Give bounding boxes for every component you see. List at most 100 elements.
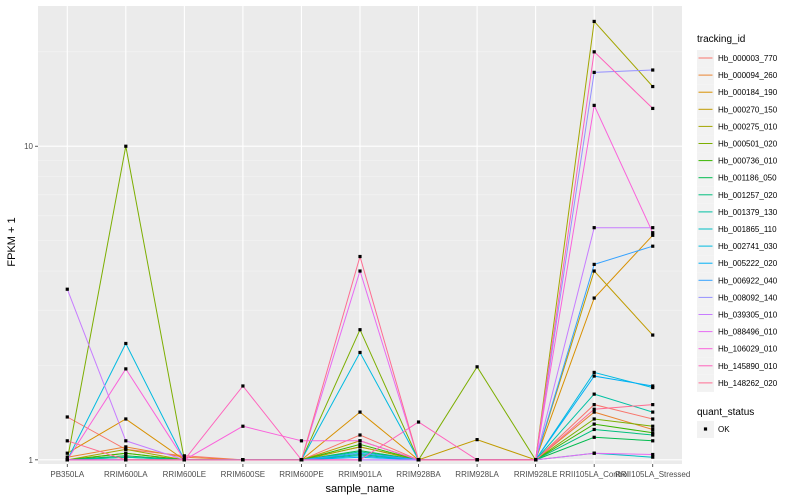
legend-label: Hb_145890_010: [718, 362, 778, 371]
data-point: [358, 410, 362, 414]
legend-label: Hb_002741_030: [718, 242, 778, 251]
data-point: [124, 417, 128, 421]
legend-label: Hb_000736_010: [718, 157, 778, 166]
data-point: [592, 417, 596, 421]
x-tick-label: PB350LA: [50, 470, 84, 479]
x-tick-label: RRIM928LE: [514, 470, 558, 479]
data-point: [651, 403, 655, 407]
legend-label: Hb_088496_010: [718, 328, 778, 337]
data-point: [124, 144, 128, 148]
x-tick-label: RRIM600SE: [221, 470, 265, 479]
data-point: [475, 365, 479, 369]
y-tick-label: 10: [24, 142, 33, 151]
legend-label: Hb_008092_140: [718, 293, 778, 302]
legend-items: Hb_000003_770 Hb_000094_260 Hb_000184_190 H…: [697, 50, 778, 392]
data-point: [651, 431, 655, 435]
data-point: [651, 417, 655, 421]
shape-legend-title: quant_status: [697, 407, 754, 418]
data-point: [65, 451, 69, 455]
data-point: [651, 333, 655, 337]
data-point: [65, 287, 69, 291]
data-point: [651, 68, 655, 72]
data-point: [592, 50, 596, 54]
data-point: [241, 424, 245, 428]
data-point: [651, 384, 655, 388]
data-point: [475, 438, 479, 442]
data-point: [182, 455, 186, 459]
data-point: [475, 458, 479, 462]
data-point: [299, 439, 304, 443]
data-point: [358, 455, 362, 459]
data-point: [124, 445, 128, 449]
y-tick-label: 1: [29, 456, 34, 465]
x-axis-title: sample_name: [325, 483, 394, 495]
legend-label: Hb_005222_020: [718, 259, 778, 268]
legend-label: Hb_039305_010: [718, 311, 778, 320]
data-point: [651, 244, 655, 248]
shape-legend-items: OK: [697, 421, 730, 438]
data-point: [358, 433, 362, 437]
data-point: [241, 458, 245, 462]
data-point: [592, 422, 596, 426]
data-point: [358, 328, 362, 332]
data-point: [592, 296, 596, 300]
y-axis-title: FPKM + 1: [6, 217, 18, 266]
data-point: [592, 392, 596, 396]
x-tick-label: RRII105LA_Control: [559, 470, 629, 479]
data-point: [651, 231, 655, 235]
legend-label: Hb_001379_130: [718, 208, 778, 217]
points: [65, 19, 655, 462]
data-point: [124, 455, 128, 459]
data-point: [592, 262, 596, 266]
data-point: [358, 458, 362, 462]
data-point: [651, 427, 655, 432]
data-point: [651, 455, 655, 459]
data-point: [124, 367, 128, 371]
data-point: [358, 254, 362, 259]
shape-legend-label: OK: [718, 425, 730, 434]
data-point: [65, 415, 69, 419]
data-point: [358, 445, 362, 449]
data-point: [592, 70, 596, 74]
data-point: [241, 384, 245, 388]
data-point: [592, 435, 596, 439]
data-point: [358, 451, 362, 455]
shape-legend: quant_status OK: [697, 407, 754, 438]
data-point: [651, 433, 655, 437]
data-point: [534, 458, 538, 462]
x-tick-label: RRIM600LE: [163, 470, 207, 479]
legend-label: Hb_106029_010: [718, 345, 778, 354]
data-point: [182, 458, 186, 462]
legend-label: Hb_001865_110: [718, 225, 777, 234]
x-tick-label: RRIM901LA: [338, 470, 382, 479]
shape-legend-key-square: [703, 427, 708, 431]
x-tick-label: RRIM928LA: [455, 470, 499, 479]
legend-title: tracking_id: [697, 34, 745, 45]
data-point: [651, 410, 655, 414]
data-point: [124, 451, 128, 455]
data-point: [592, 427, 596, 432]
data-point: [592, 370, 596, 375]
y-axis: 1 10: [24, 142, 38, 465]
data-point: [416, 420, 421, 424]
data-point: [651, 452, 655, 457]
data-point: [65, 439, 69, 443]
data-point: [358, 269, 362, 273]
x-tick-label: RRII105LA_Stressed: [615, 470, 690, 479]
legend-label: Hb_000275_010: [718, 122, 778, 131]
x-tick-label: RRIM600LA: [104, 470, 148, 479]
data-point: [592, 19, 596, 24]
legend-label: Hb_000094_260: [718, 71, 778, 80]
data-point: [651, 106, 655, 111]
data-point: [592, 410, 596, 414]
data-point: [651, 233, 655, 237]
data-point: [651, 84, 655, 89]
data-point: [592, 451, 596, 455]
data-point: [592, 403, 596, 407]
data-point: [358, 442, 362, 447]
data-point: [65, 458, 69, 462]
data-point: [651, 226, 655, 230]
data-point: [592, 103, 596, 107]
